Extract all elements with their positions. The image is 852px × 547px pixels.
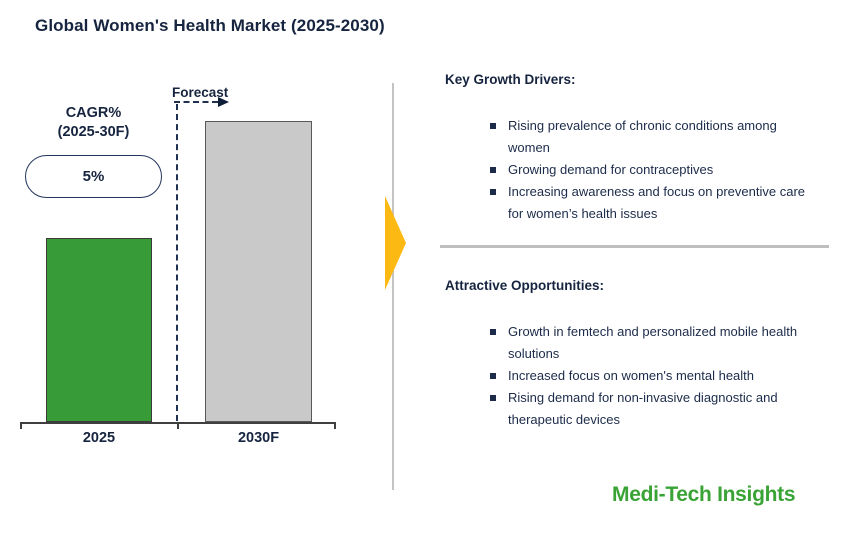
- forecast-arrowhead-icon: [218, 97, 229, 107]
- x-axis-tick: [334, 424, 336, 429]
- section-divider: [440, 245, 829, 248]
- drivers-heading: Key Growth Drivers:: [445, 72, 576, 87]
- cagr-label-line1: CAGR%: [65, 105, 122, 121]
- opportunities-list: Growth in femtech and personalized mobil…: [490, 321, 808, 431]
- list-item: Rising prevalence of chronic conditions …: [490, 115, 808, 159]
- cagr-value-pill: 5%: [25, 155, 162, 198]
- x-axis: [20, 422, 336, 429]
- page-title: Global Women's Health Market (2025-2030): [35, 16, 385, 35]
- list-item: Growing demand for contraceptives: [490, 159, 808, 181]
- forecast-dashed-line-horizontal: [174, 101, 218, 103]
- x-axis-tick: [177, 424, 179, 429]
- cagr-value: 5%: [82, 168, 105, 185]
- x-axis-tick: [20, 424, 22, 429]
- cagr-label-line2: (2025-30F): [57, 124, 130, 140]
- bar-2025: [46, 238, 152, 422]
- right-arrow-icon: [385, 196, 406, 290]
- list-item: Increasing awareness and focus on preven…: [490, 181, 808, 225]
- x-axis-label-2025: 2025: [82, 430, 116, 446]
- cagr-label: CAGR% (2025-30F): [25, 104, 162, 142]
- bar-2030f: [205, 121, 312, 422]
- medi-tech-insights-logo: Medi-Tech Insights: [612, 483, 796, 506]
- bullet-icon: [490, 395, 496, 401]
- drivers-list: Rising prevalence of chronic conditions …: [490, 115, 808, 225]
- bullet-icon: [490, 329, 496, 335]
- list-item-text: Increased focus on women's mental health: [508, 368, 755, 383]
- list-item-text: Rising demand for non-invasive diagnosti…: [508, 390, 778, 427]
- bullet-icon: [490, 189, 496, 195]
- list-item-text: Rising prevalence of chronic conditions …: [508, 118, 777, 155]
- list-item-text: Growth in femtech and personalized mobil…: [508, 324, 798, 361]
- list-item-text: Growing demand for contraceptives: [508, 162, 714, 177]
- list-item: Rising demand for non-invasive diagnosti…: [490, 387, 808, 431]
- list-item: Growth in femtech and personalized mobil…: [490, 321, 808, 365]
- forecast-label: Forecast: [172, 85, 229, 100]
- forecast-dashed-line-vertical: [176, 104, 178, 421]
- bullet-icon: [490, 167, 496, 173]
- bullet-icon: [490, 373, 496, 379]
- list-item-text: Increasing awareness and focus on preven…: [508, 184, 806, 221]
- list-item: Increased focus on women's mental health: [490, 365, 808, 387]
- opportunities-heading: Attractive Opportunities:: [445, 278, 605, 293]
- bullet-icon: [490, 123, 496, 129]
- x-axis-label-2030f: 2030F: [237, 430, 280, 446]
